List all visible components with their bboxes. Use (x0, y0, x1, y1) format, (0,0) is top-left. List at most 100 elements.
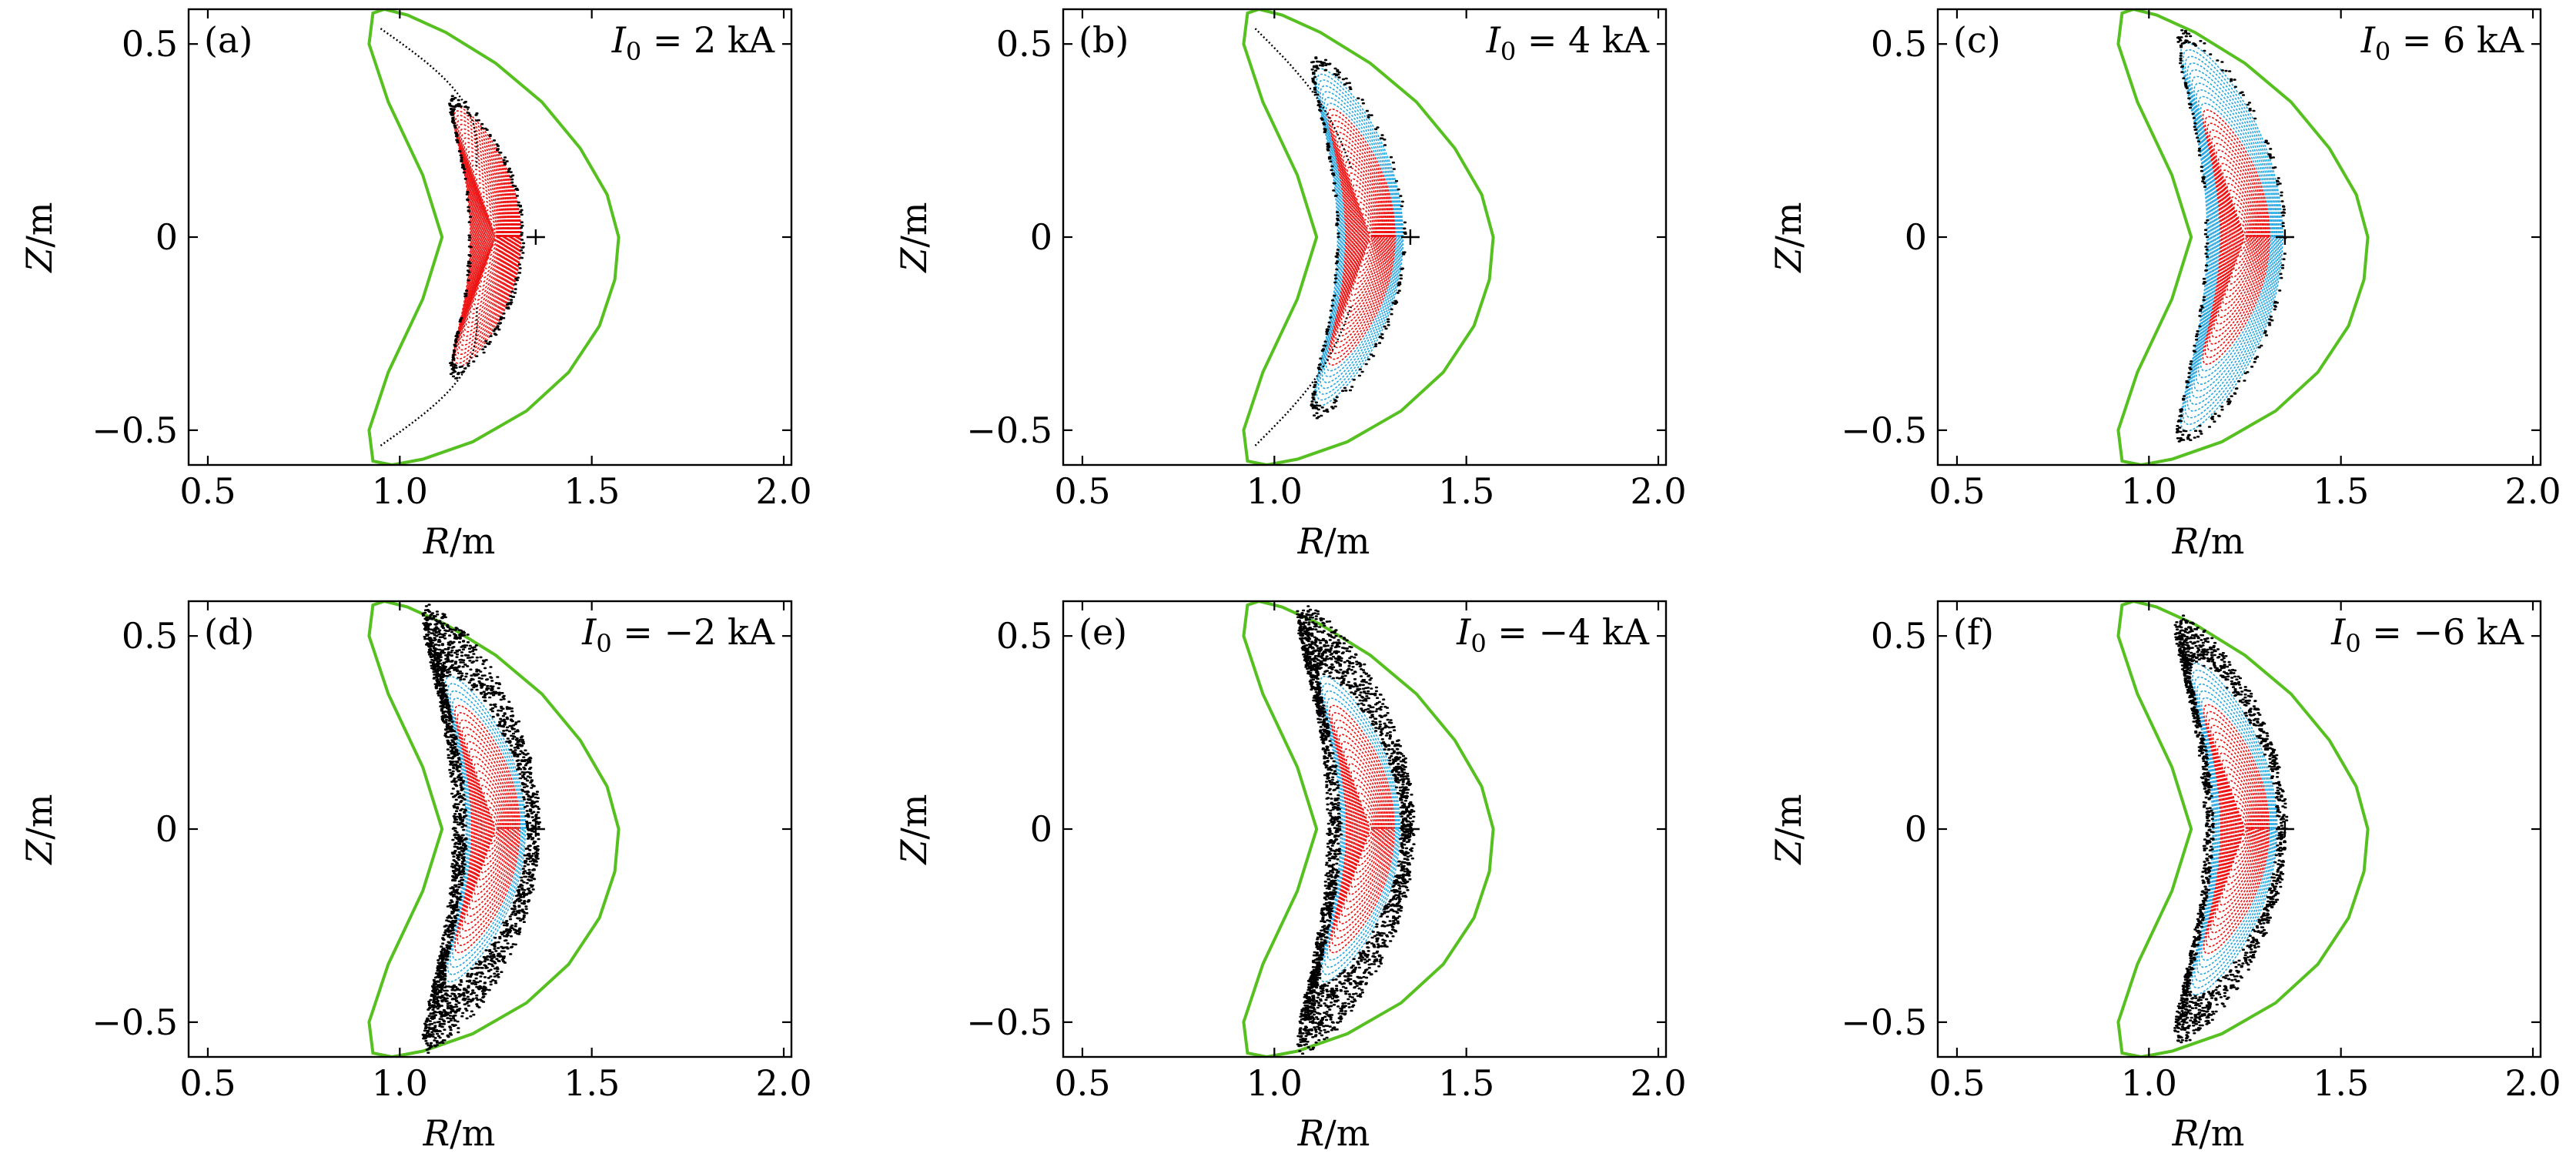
flux-surface-line (2209, 129, 2267, 345)
flux-surface-line (1357, 792, 1378, 866)
flux-surface-line (451, 697, 522, 961)
flux-surface-line (2242, 229, 2247, 245)
y-tick-label: 0 (1905, 808, 1927, 850)
flux-surface-line (485, 799, 503, 859)
x-axis-unit: /m (2199, 1112, 2244, 1154)
panel-e: 0.5 1.0 1.5 2.0−0.500.5R/mZ/m(e) I0 = −4 kA (893, 600, 1687, 1154)
y-axis-var: Z (1768, 839, 1809, 866)
flux-surface-line (1340, 741, 1388, 918)
flux-surface-line (457, 123, 519, 351)
y-axis-var: Z (893, 247, 935, 274)
flux-surface-line (2215, 149, 2263, 325)
magnetic-axis-marker (2275, 229, 2294, 245)
flux-surface-line (477, 182, 507, 293)
x-tick-label: 1.5 (2313, 470, 2369, 512)
plot-area (1242, 9, 1495, 465)
panel-label: (a) (204, 19, 253, 61)
flux-surface-line (2212, 731, 2265, 927)
separatrix-leg (1254, 28, 1353, 169)
flux-surface-line (2222, 169, 2259, 305)
y-axis-var: Z (18, 839, 60, 866)
flux-surface-line (2219, 752, 2260, 906)
flux-surface-line (2196, 683, 2274, 975)
flux-surface-line (487, 213, 501, 261)
current-label: I0 = 4 kA (1486, 19, 1650, 66)
flux-surface-line (2195, 89, 2274, 385)
x-tick-label: 1.5 (2313, 1062, 2369, 1104)
x-tick-label: 1.5 (1438, 470, 1494, 512)
x-axis-var: R (2172, 520, 2200, 562)
flux-surface-line (2205, 711, 2269, 948)
panel-label: (e) (1079, 611, 1127, 653)
x-tick-label: 2.0 (755, 470, 811, 512)
flux-surface-line (2202, 109, 2270, 365)
flux-surface-line (1356, 196, 1379, 279)
flux-surface-line (2204, 115, 2270, 359)
flux-surface-line (460, 132, 517, 342)
flux-surface-line (459, 128, 517, 346)
flux-surface-line (483, 792, 503, 866)
flux-surface-line (478, 777, 507, 881)
plot-area (367, 9, 621, 465)
chaotic-points (448, 95, 526, 380)
y-axis-label: Z/m (893, 794, 935, 865)
flux-surface-line (454, 115, 520, 359)
chaotic-points (1305, 634, 1410, 1025)
y-axis-unit: /m (893, 794, 935, 839)
x-axis-label: R/m (423, 1112, 496, 1154)
current-symbol: I (611, 19, 627, 61)
y-tick-label: 0.5 (1871, 615, 1927, 657)
y-axis-var: Z (1768, 247, 1809, 274)
panel-f: 0.5 1.0 1.5 2.0−0.500.5R/mZ/m(f) I0 = −6 kA (1768, 600, 2561, 1154)
plot-area (2116, 601, 2370, 1057)
flux-surface-line (1327, 109, 1396, 366)
flux-surface-line (1366, 225, 1373, 249)
chaotic-points (421, 604, 542, 1054)
y-tick-label: 0.5 (122, 615, 178, 657)
x-tick-label: 2.0 (2504, 470, 2561, 512)
x-tick-label: 1.0 (372, 1062, 428, 1104)
flux-surface-line (470, 159, 512, 315)
y-axis-unit: /m (18, 202, 60, 247)
flux-surface-line (465, 146, 514, 328)
flux-surface-line (2193, 676, 2275, 982)
plot-area (2116, 9, 2370, 465)
chaotic-points (1310, 56, 1407, 420)
flux-surface-line (2233, 794, 2253, 864)
panel-label: (c) (1953, 19, 2001, 61)
flux-surface-line (2229, 189, 2255, 285)
flux-surface-line (1362, 806, 1376, 852)
flux-surface-line (461, 727, 517, 931)
flux-surface-line (1360, 207, 1377, 267)
x-tick-label: 1.5 (564, 470, 620, 512)
flux-surface-line (473, 169, 510, 306)
flux-surface-line (1367, 821, 1373, 838)
flux-surface-line (2211, 135, 2265, 339)
flux-surface-line (1325, 102, 1397, 372)
flux-surface-line (2240, 222, 2249, 252)
flux-surface-line (1367, 230, 1373, 244)
x-axis-label: R/m (1297, 520, 1370, 562)
flux-surface-line (2230, 787, 2254, 871)
flux-surface-line (2228, 780, 2255, 878)
flux-surface-line (1358, 201, 1378, 273)
y-axis-var: Z (18, 247, 60, 274)
flux-surface-line (1343, 748, 1387, 910)
flux-surface-line (2200, 697, 2271, 961)
current-subscript: 0 (1500, 37, 1516, 66)
x-tick-label: 0.5 (179, 470, 236, 512)
flux-surface-line (486, 209, 502, 265)
flux-surface-line (454, 704, 520, 954)
flux-surface-line (1337, 137, 1390, 337)
current-subscript: 0 (596, 629, 611, 658)
flux-surface-line (463, 142, 515, 333)
flux-surface-line (468, 748, 512, 910)
flux-surface-line (2210, 724, 2266, 934)
x-axis-var: R (423, 520, 450, 562)
panel-label: (d) (204, 611, 254, 653)
flux-surface-line (1338, 734, 1390, 925)
x-tick-label: 0.5 (1929, 470, 1985, 512)
current-value: = 2 kA (641, 19, 775, 61)
y-axis-label: Z/m (18, 794, 60, 865)
